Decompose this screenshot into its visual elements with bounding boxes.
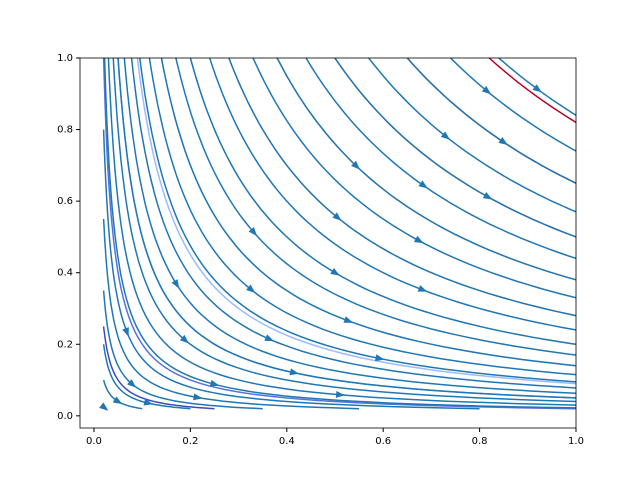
streamline [107, 58, 576, 406]
stream-arrow [440, 131, 451, 140]
stream-arrow [248, 226, 258, 237]
stream-arrow [498, 137, 508, 145]
stream-arrow [127, 379, 137, 388]
plot-area [99, 58, 576, 411]
stream-arrow [335, 390, 346, 398]
streamline [208, 58, 576, 331]
streamline [497, 58, 576, 117]
streamline [148, 58, 576, 376]
streamline [334, 58, 576, 238]
stream-arrow [246, 284, 256, 293]
x-tick-label: 0.8 [472, 436, 488, 447]
streamline [103, 58, 576, 409]
y-tick-label: 1.0 [57, 53, 73, 64]
streamline [139, 58, 576, 383]
stream-arrow [179, 334, 189, 344]
stream-arrow [112, 396, 123, 405]
contour-line [334, 58, 576, 238]
x-tick-label: 0.6 [375, 436, 391, 447]
streamline [117, 58, 576, 399]
streamline [228, 58, 576, 317]
stream-arrow [264, 334, 274, 342]
stream-arrow [374, 354, 385, 362]
streamline [102, 379, 143, 410]
x-tick-label: 1.0 [568, 436, 584, 447]
stream-arrow [289, 368, 299, 376]
stream-arrow [481, 85, 492, 95]
streamline [367, 58, 576, 213]
streamline [252, 58, 576, 299]
stream-arrow [418, 180, 428, 189]
x-tick-label: 0.2 [182, 436, 198, 447]
stream-arrow [330, 267, 340, 276]
streamline [449, 58, 576, 152]
y-tick-label: 0.8 [57, 125, 73, 136]
stream-arrow [417, 285, 428, 292]
streamline [112, 58, 576, 403]
streamline [305, 58, 576, 260]
stream-arrow [532, 84, 542, 93]
stream-arrow [351, 160, 360, 170]
streamline [175, 58, 576, 356]
y-tick-label: 0.0 [57, 411, 73, 422]
stream-arrow [122, 327, 129, 337]
stream-arrow [209, 379, 220, 387]
contour-line [102, 58, 576, 410]
streamline [406, 58, 576, 185]
streamline [102, 129, 480, 410]
stream-arrow [171, 279, 180, 289]
contour-line [136, 58, 576, 385]
streamline [160, 58, 576, 367]
streamline [189, 58, 576, 346]
streamline [102, 218, 360, 410]
y-tick-label: 0.2 [57, 339, 73, 350]
stream-arrow [193, 393, 203, 401]
x-tick-label: 0.0 [86, 436, 102, 447]
stream-arrow [143, 398, 154, 406]
stream-arrow [332, 212, 342, 221]
y-tick-label: 0.4 [57, 268, 73, 279]
streamline [130, 58, 576, 389]
stream-arrow [414, 235, 424, 244]
stream-arrow [482, 191, 493, 200]
streamline [102, 344, 191, 410]
stream-arrow [99, 402, 109, 411]
contour-line [102, 326, 215, 410]
streamline [276, 58, 576, 281]
contour-line [117, 58, 576, 399]
y-tick-label: 0.6 [57, 196, 73, 207]
x-tick-label: 0.4 [279, 436, 295, 447]
stream-arrow [343, 316, 354, 323]
axes-frame [79, 57, 577, 429]
contour-line [228, 58, 576, 317]
streamline [123, 58, 576, 395]
